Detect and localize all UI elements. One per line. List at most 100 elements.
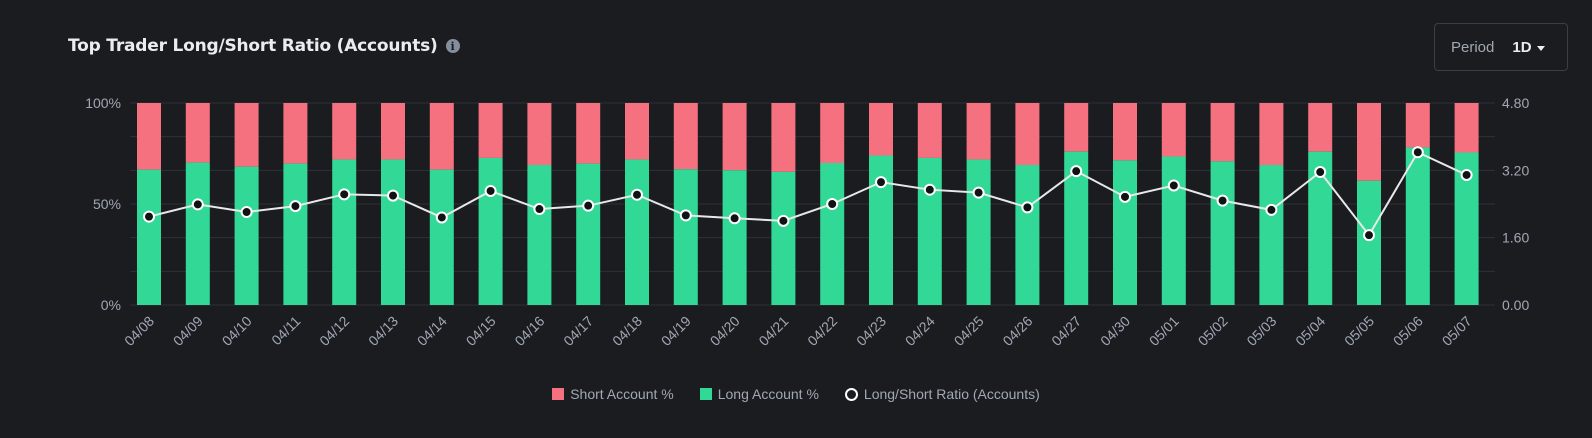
period-selector[interactable]: Period 1D (1434, 23, 1568, 71)
ratio-point (972, 186, 985, 199)
x-tick-label: 04/08 (121, 313, 157, 349)
x-tick-label: 04/09 (170, 313, 206, 349)
left-tick-label: 0% (101, 297, 121, 313)
long-bar (527, 165, 552, 305)
ratio-point (484, 184, 497, 197)
short-bar (1454, 103, 1479, 153)
long-bar (429, 169, 454, 305)
short-bar (917, 103, 942, 158)
chart-title: Top Trader Long/Short Ratio (Accounts) (68, 36, 438, 56)
short-bar (576, 103, 601, 164)
ratio-point (1460, 168, 1473, 181)
info-icon[interactable]: i (445, 39, 460, 53)
short-swatch (552, 388, 565, 400)
long-bar (283, 163, 308, 305)
long-bar (1357, 180, 1381, 305)
short-bar (478, 103, 503, 158)
short-bar (283, 103, 308, 164)
short-bar (332, 103, 357, 160)
short-bar (771, 103, 796, 172)
ratio-point (1167, 179, 1180, 192)
x-tick-label: 04/25 (951, 313, 987, 349)
x-tick-label: 05/06 (1390, 313, 1426, 349)
ratio-point (240, 205, 253, 218)
long-bar (137, 169, 161, 305)
long-bar (1161, 156, 1186, 305)
left-tick-label: 100% (85, 95, 121, 111)
ratio-point (1314, 166, 1327, 179)
short-bar (1308, 103, 1333, 152)
ratio-point (777, 214, 790, 227)
long-swatch (699, 388, 712, 400)
legend-short[interactable]: Short Account % (552, 386, 674, 402)
ratio-point (435, 211, 448, 224)
ratio-point (1119, 190, 1131, 203)
legend-long-label: Long Account % (717, 386, 819, 402)
right-tick-label: 3.20 (1502, 162, 1529, 178)
x-tick-label: 04/10 (219, 313, 255, 349)
legend-ratio[interactable]: Long/Short Ratio (Accounts) (844, 386, 1040, 402)
long-bar (1210, 161, 1235, 305)
ratio-point (338, 188, 351, 201)
short-bar (1405, 103, 1430, 148)
long-bar (576, 163, 601, 305)
x-tick-label: 04/11 (268, 313, 304, 349)
x-tick-label: 04/21 (755, 313, 791, 349)
ratio-point (923, 183, 936, 196)
long-bar (381, 159, 405, 305)
short-bar (185, 103, 210, 163)
x-tick-label: 04/22 (804, 313, 840, 349)
short-bar (527, 103, 552, 166)
x-tick-label: 05/02 (1195, 313, 1231, 349)
legend-long[interactable]: Long Account % (699, 386, 819, 402)
short-bar (429, 103, 454, 170)
chart-legend: Short Account % Long Account % Long/Shor… (0, 386, 1592, 402)
right-tick-label: 4.80 (1502, 95, 1529, 111)
ratio-point (1021, 201, 1034, 214)
short-bar (625, 103, 649, 160)
long-bar (673, 169, 698, 305)
long-bar (722, 170, 747, 305)
short-bar (381, 103, 405, 160)
long-bar (1015, 165, 1040, 305)
right-tick-label: 1.60 (1502, 230, 1529, 246)
x-tick-label: 05/04 (1292, 313, 1328, 349)
short-bar (722, 103, 747, 171)
ratio-point (533, 203, 546, 216)
short-bar (1210, 103, 1235, 162)
ratio-point (631, 188, 643, 201)
short-bar (1113, 103, 1137, 161)
short-bar (966, 103, 991, 160)
chart-header: Top Trader Long/Short Ratio (Accounts) i (68, 36, 460, 56)
long-bar (966, 159, 991, 305)
x-tick-label: 04/26 (999, 313, 1035, 349)
chevron-down-icon[interactable] (1536, 45, 1545, 51)
short-bar (869, 103, 893, 156)
ratio-point (582, 199, 595, 212)
long-bar (1405, 147, 1430, 305)
long-bar (332, 159, 357, 305)
x-tick-label: 05/03 (1243, 313, 1279, 349)
short-bar (673, 103, 698, 170)
x-tick-label: 04/23 (853, 313, 889, 349)
period-value[interactable]: 1D (1512, 38, 1532, 56)
ratio-point (387, 189, 399, 202)
x-tick-label: 04/14 (414, 313, 450, 349)
x-tick-label: 05/01 (1146, 313, 1182, 349)
x-tick-label: 04/27 (1048, 313, 1084, 349)
long-bar (625, 159, 649, 305)
x-tick-label: 04/18 (609, 313, 645, 349)
ratio-point (826, 198, 839, 210)
ratio-point (1265, 203, 1278, 216)
short-bar (137, 103, 161, 170)
ratio-point (679, 209, 692, 222)
ratio-point (289, 200, 302, 213)
ratio-point (1411, 146, 1424, 159)
ratio-point (191, 198, 204, 211)
x-tick-label: 04/13 (365, 313, 401, 349)
left-tick-label: 50% (93, 196, 121, 212)
long-bar (1113, 160, 1137, 305)
ratio-marker-swatch (844, 387, 858, 401)
short-bar (1259, 103, 1284, 166)
